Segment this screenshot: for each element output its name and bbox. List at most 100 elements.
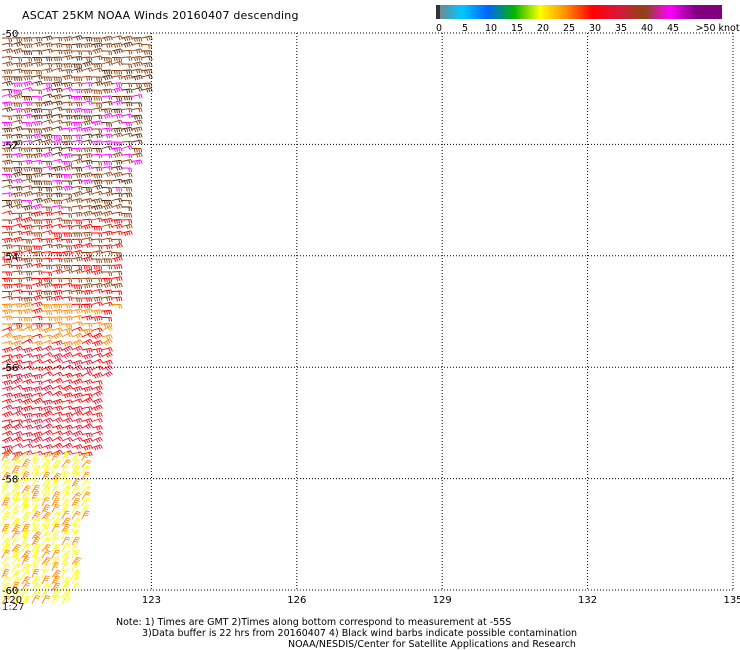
wind-barb-path bbox=[71, 107, 83, 114]
wind-barb-path bbox=[51, 569, 61, 578]
wind-barb-path bbox=[101, 277, 113, 283]
wind-barb bbox=[101, 359, 113, 366]
wind-barb-path bbox=[81, 283, 93, 289]
wind-barb bbox=[51, 459, 62, 468]
wind-barb bbox=[11, 373, 23, 379]
wind-barb bbox=[41, 251, 53, 256]
scale-swatch bbox=[566, 5, 592, 19]
wind-barb bbox=[61, 269, 73, 274]
wind-barb bbox=[31, 358, 43, 364]
wind-barb bbox=[21, 458, 31, 468]
wind-barb bbox=[71, 436, 83, 442]
wind-barb-path bbox=[62, 193, 73, 198]
wind-barb bbox=[11, 334, 23, 341]
wind-barb-path bbox=[71, 134, 83, 140]
wind-barb bbox=[111, 192, 123, 198]
wind-barb bbox=[81, 256, 93, 263]
wind-barb-path bbox=[121, 159, 133, 164]
wind-barb-path bbox=[131, 48, 143, 54]
wind-barb bbox=[31, 431, 43, 438]
wind-barb bbox=[131, 61, 143, 68]
wind-barb bbox=[11, 133, 23, 139]
wind-barb bbox=[11, 212, 23, 218]
wind-barb-path bbox=[71, 372, 83, 379]
wind-barb bbox=[21, 86, 33, 92]
wind-barb-path bbox=[1, 332, 13, 339]
wind-barb bbox=[131, 82, 143, 88]
wind-barb-path bbox=[41, 290, 53, 296]
wind-barb-path bbox=[61, 392, 73, 399]
wind-barb-path bbox=[101, 296, 113, 302]
wind-barb bbox=[111, 186, 123, 192]
wind-barb-path bbox=[101, 108, 113, 114]
wind-barb-path bbox=[21, 365, 33, 371]
scale-swatch bbox=[436, 5, 462, 19]
wind-barb-path bbox=[31, 465, 41, 474]
wind-barb bbox=[11, 223, 23, 229]
wind-barb-path bbox=[61, 185, 73, 192]
wind-barb-path bbox=[21, 438, 33, 444]
wind-barb bbox=[81, 159, 93, 165]
wind-barb-path bbox=[91, 277, 103, 283]
wind-barb-path bbox=[41, 543, 52, 552]
wind-barb-path bbox=[31, 366, 43, 372]
wind-barb bbox=[11, 443, 23, 448]
wind-barb bbox=[91, 166, 103, 172]
wind-barb-path bbox=[21, 503, 30, 513]
wind-barb bbox=[111, 119, 123, 125]
wind-barb-path bbox=[31, 191, 43, 197]
wind-barb-path bbox=[21, 262, 33, 269]
wind-barb bbox=[21, 113, 33, 119]
wind-barb-path bbox=[71, 536, 81, 546]
wind-barb bbox=[101, 171, 113, 178]
wind-barb-path bbox=[21, 190, 33, 198]
wind-barb-path bbox=[51, 290, 63, 296]
wind-barb bbox=[1, 423, 13, 431]
wind-barb-path bbox=[71, 562, 80, 572]
wind-barb bbox=[11, 563, 22, 572]
wind-barb-path bbox=[81, 459, 92, 468]
wind-barb bbox=[91, 217, 103, 223]
wind-barb-path bbox=[41, 138, 53, 146]
wind-barb-path bbox=[91, 340, 103, 347]
wind-barb-path bbox=[101, 191, 113, 197]
scale-swatch bbox=[618, 5, 644, 19]
wind-barb bbox=[61, 399, 73, 405]
wind-barb bbox=[11, 359, 23, 366]
wind-barb-path bbox=[81, 471, 90, 481]
wind-barb bbox=[61, 257, 73, 263]
lon-label: 123 bbox=[142, 595, 161, 606]
wind-barb bbox=[61, 491, 71, 500]
wind-barb-path bbox=[11, 199, 23, 205]
wind-barb-path bbox=[21, 257, 33, 263]
wind-barb-path bbox=[91, 327, 103, 333]
wind-barb-path bbox=[1, 543, 11, 552]
wind-barb bbox=[72, 297, 83, 303]
lat-label: -60 bbox=[2, 586, 18, 597]
wind-barb-path bbox=[41, 56, 53, 62]
wind-barb-path bbox=[21, 563, 31, 572]
wind-barb-path bbox=[61, 127, 73, 133]
wind-barb-path bbox=[51, 192, 63, 198]
wind-barb-path bbox=[121, 88, 133, 94]
wind-barb-path bbox=[21, 582, 31, 591]
wind-barb-path bbox=[101, 264, 113, 270]
wind-barb bbox=[72, 63, 83, 69]
wind-barb-path bbox=[21, 113, 33, 119]
wind-barb-path bbox=[61, 86, 73, 92]
wind-barb bbox=[101, 210, 113, 217]
wind-barb bbox=[81, 60, 93, 68]
wind-barb-path bbox=[51, 257, 63, 263]
wind-barb bbox=[91, 204, 103, 211]
wind-barb bbox=[21, 216, 33, 224]
wind-barb bbox=[101, 264, 113, 270]
wind-barb-path bbox=[1, 225, 13, 231]
wind-barb-path bbox=[1, 430, 13, 437]
wind-barb bbox=[21, 334, 33, 340]
wind-barb-path bbox=[1, 452, 11, 461]
wind-barb bbox=[101, 301, 113, 307]
wind-barb-path bbox=[51, 411, 63, 417]
wind-barb-path bbox=[71, 190, 83, 198]
wind-barb-path bbox=[51, 277, 63, 283]
wind-barb bbox=[61, 341, 73, 347]
